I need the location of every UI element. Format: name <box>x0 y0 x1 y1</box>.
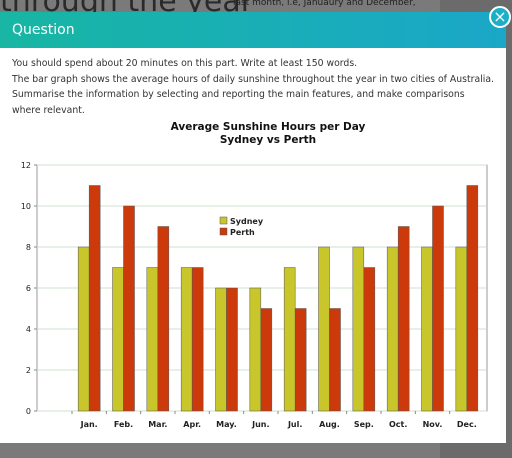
paragraph: The bar graph shows the average hours of… <box>12 73 494 116</box>
bar <box>421 246 433 412</box>
bar <box>146 267 159 412</box>
bar <box>191 267 204 412</box>
bar <box>466 185 479 412</box>
y-tick-label: 12 <box>21 161 31 170</box>
x-tick-label: Jun. <box>251 420 269 429</box>
x-tick-label: Feb. <box>114 420 133 429</box>
bar <box>112 267 124 412</box>
chart: Average Sunshine Hours per Day Sydney vs… <box>21 121 488 429</box>
x-tick-label: Jul. <box>287 420 302 429</box>
bar <box>157 226 170 412</box>
close-button[interactable]: × <box>489 6 511 28</box>
x-tick-label: Nov. <box>423 420 443 429</box>
bar <box>386 246 399 412</box>
chart-title: Average Sunshine Hours per Day <box>171 121 366 133</box>
x-tick-label: Oct. <box>389 420 407 429</box>
paragraph: You should spend about 20 minutes on thi… <box>12 58 358 69</box>
bar <box>455 246 468 412</box>
x-tick-label: Dec. <box>457 420 477 429</box>
y-tick-label: 10 <box>21 202 31 211</box>
chart-subtitle: Sydney vs Perth <box>220 134 316 146</box>
legend-swatch <box>219 227 228 236</box>
bar <box>318 246 330 412</box>
bar <box>226 287 238 412</box>
legend-label: Perth <box>230 228 255 237</box>
bar <box>123 205 135 412</box>
y-tick-label: 8 <box>26 243 31 252</box>
y-tick-label: 4 <box>26 325 31 334</box>
bar <box>294 308 307 412</box>
bar <box>88 185 101 412</box>
legend-label: Sydney <box>230 217 264 226</box>
legend-swatch <box>219 216 228 225</box>
bar <box>77 246 90 412</box>
bar <box>283 267 296 412</box>
x-tick-label: Apr. <box>183 420 201 429</box>
x-tick-label: Jan. <box>80 420 98 429</box>
x-tick-label: Sep. <box>354 420 374 429</box>
modal: Question You should spend about 20 minut… <box>0 12 506 443</box>
x-tick-label: Aug. <box>319 420 340 429</box>
bar <box>180 267 193 412</box>
x-tick-label: May. <box>216 420 237 429</box>
modal-title: Question <box>0 12 506 48</box>
modal-body: You should spend about 20 minutes on thi… <box>0 48 506 118</box>
y-tick-label: 2 <box>26 366 31 375</box>
bar <box>329 308 341 412</box>
y-tick-label: 6 <box>26 284 31 293</box>
bar <box>249 287 262 412</box>
bar <box>260 308 273 412</box>
bar <box>363 267 376 412</box>
bar <box>352 246 365 412</box>
y-tick-label: 0 <box>26 407 31 416</box>
background-note: last month, i.e, Januaury and December, <box>233 0 416 8</box>
bar <box>397 226 410 412</box>
x-tick-label: Mar. <box>148 420 167 429</box>
bar <box>432 205 444 412</box>
bar <box>215 287 227 412</box>
